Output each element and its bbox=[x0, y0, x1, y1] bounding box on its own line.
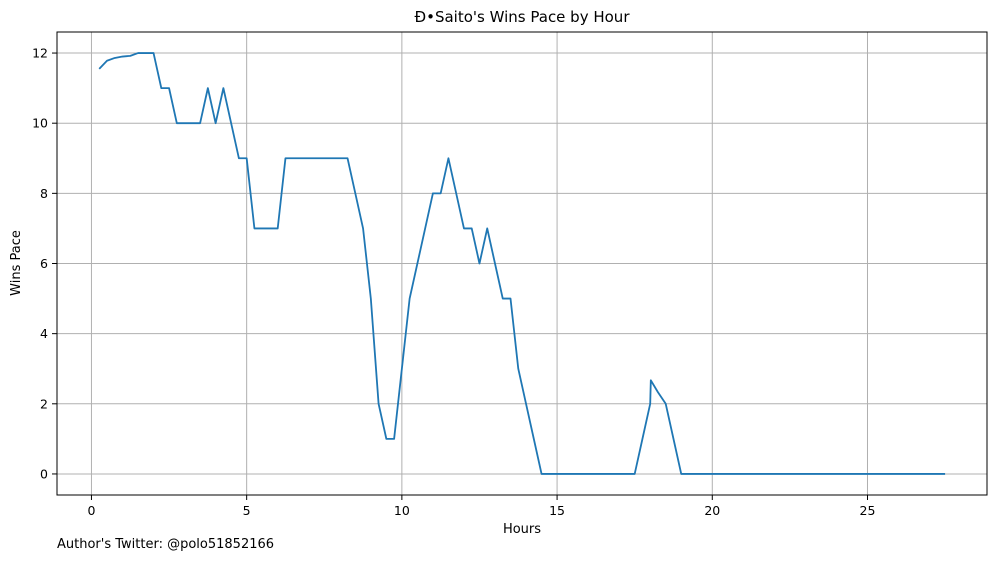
y-tick-label: 4 bbox=[40, 326, 48, 341]
series bbox=[98, 52, 946, 475]
x-tick-label: 20 bbox=[704, 503, 720, 518]
plot-frame bbox=[56, 31, 988, 496]
x-tick-label: 10 bbox=[394, 503, 410, 518]
y-axis-label: Wins Pace bbox=[9, 230, 24, 296]
chart-title: Đ•Saito's Wins Pace by Hour bbox=[415, 8, 631, 26]
x-tick-label: 5 bbox=[243, 503, 251, 518]
x-tick-label: 0 bbox=[87, 503, 95, 518]
y-tick-label: 12 bbox=[32, 46, 48, 61]
y-tick-label: 0 bbox=[40, 466, 48, 481]
y-tick-label: 6 bbox=[40, 256, 48, 271]
x-tick-label: 25 bbox=[860, 503, 876, 518]
ticks: 0 5 10 15 20 25 0 2 4 6 8 10 12 bbox=[32, 46, 875, 518]
x-tick-label: 15 bbox=[549, 503, 565, 518]
y-tick-label: 10 bbox=[32, 116, 48, 131]
x-axis-label: Hours bbox=[503, 522, 541, 537]
y-tick-label: 2 bbox=[40, 396, 48, 411]
y-tick-label: 8 bbox=[40, 186, 48, 201]
series-line bbox=[98, 52, 946, 475]
author-credit: Author's Twitter: @polo51852166 bbox=[57, 537, 275, 552]
